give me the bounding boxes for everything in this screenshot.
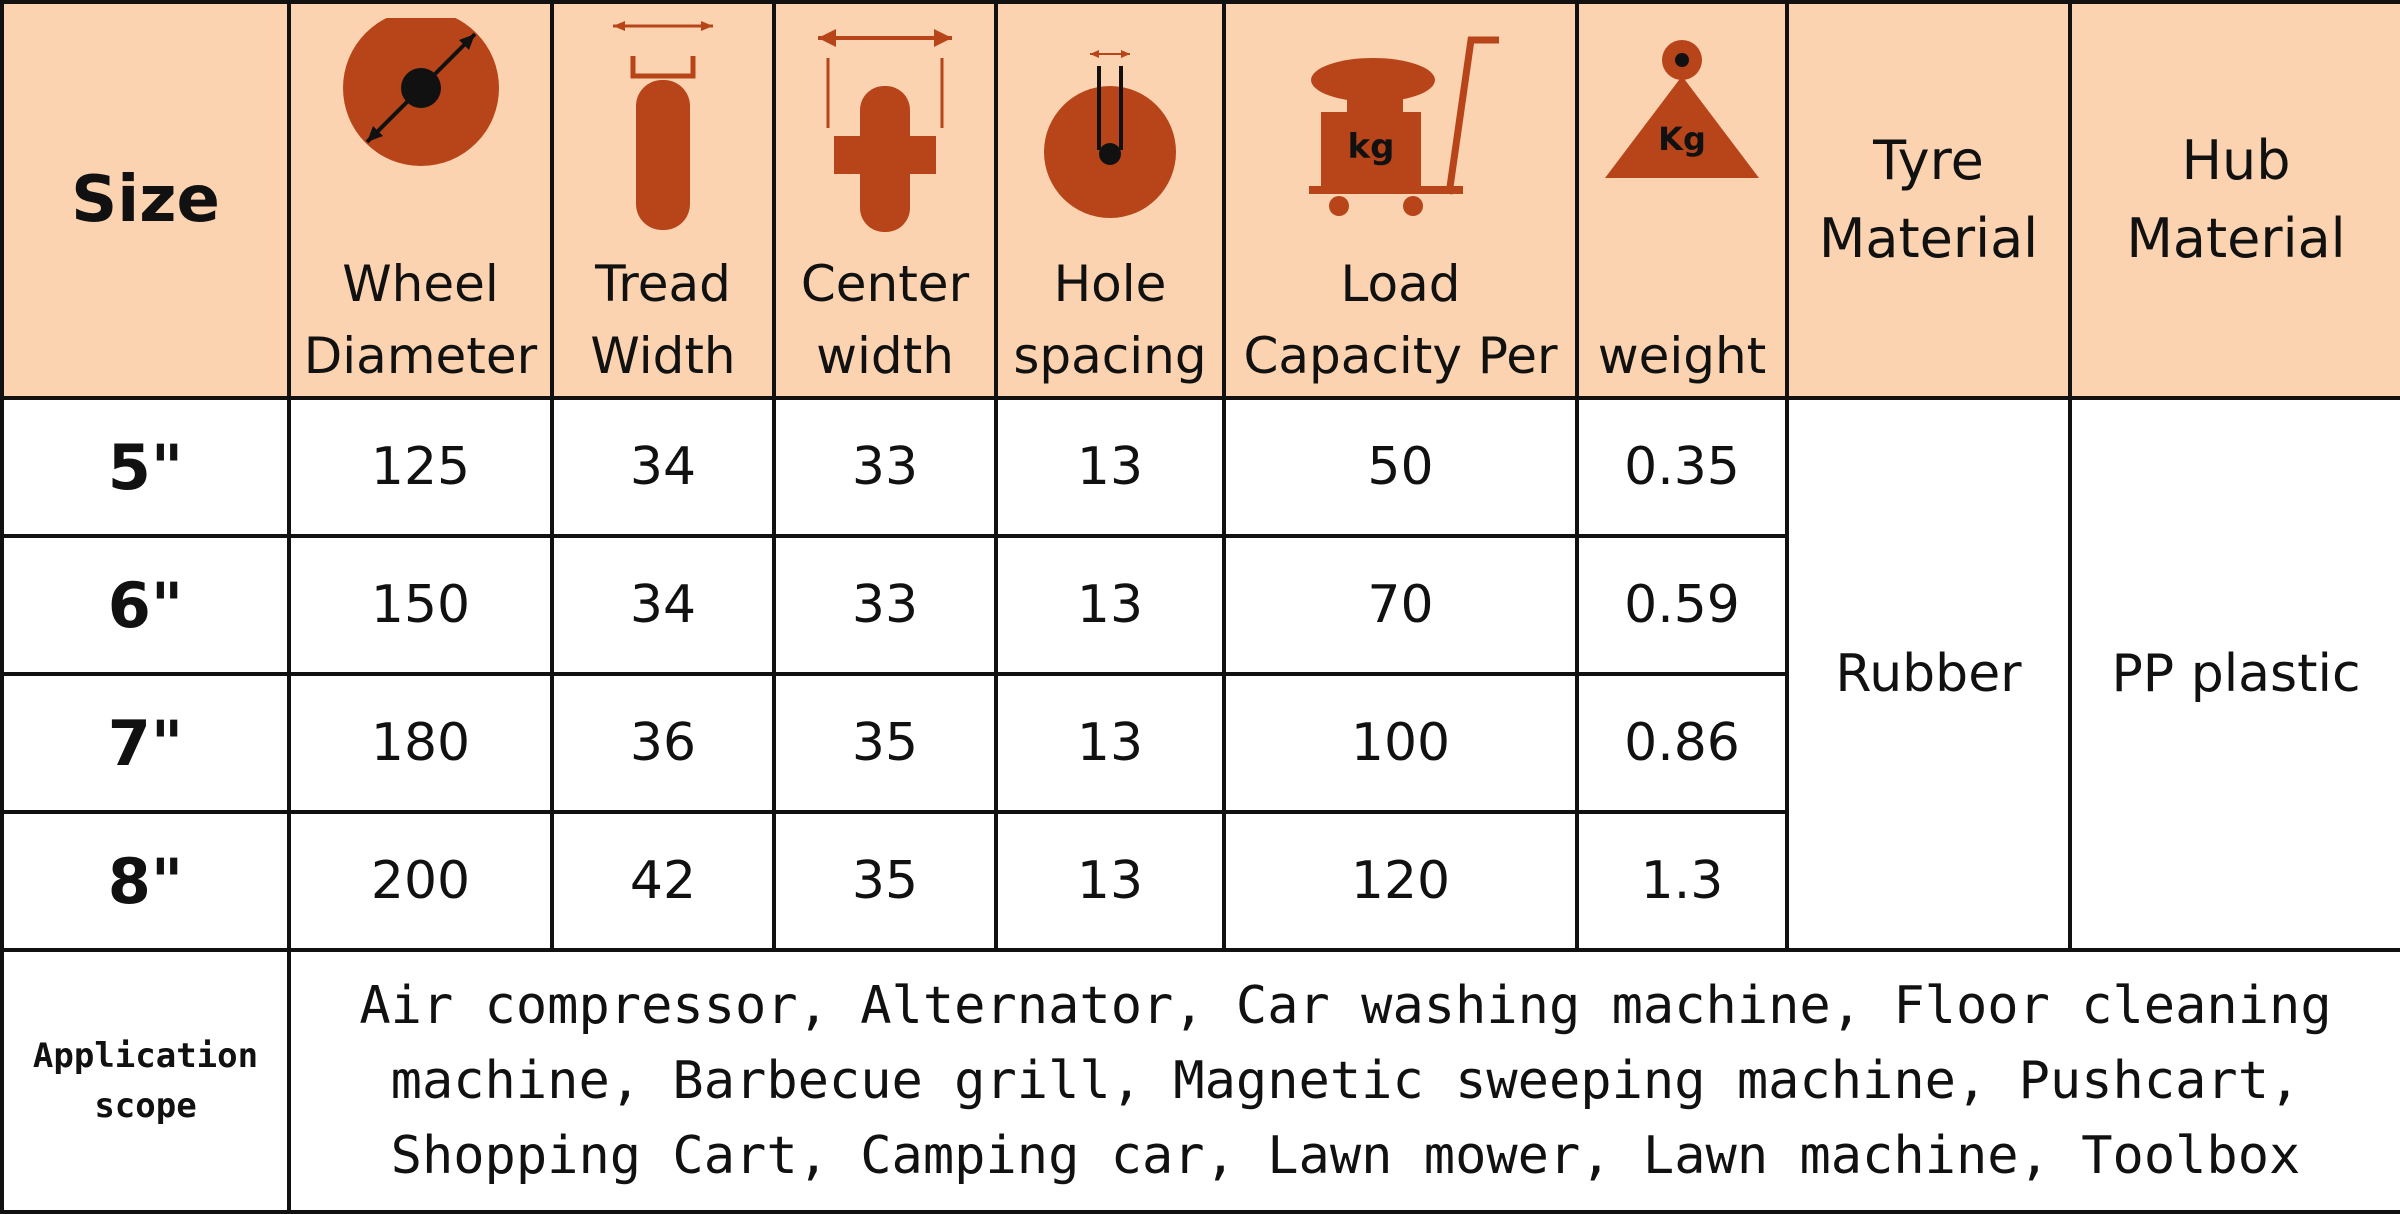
application-scope-text: Air compressor, Alternator, Car washing … <box>287 948 2400 1214</box>
hole-cell: 13 <box>994 672 1226 814</box>
tread-width-label-1: Tread <box>595 255 731 313</box>
weight-cell: 1.3 <box>1575 810 1789 952</box>
tread-width-icon <box>613 21 713 230</box>
size-header: Size <box>0 0 291 400</box>
hole-spacing-header: Hole spacing <box>994 0 1226 400</box>
hub-material-cell: PP plastic <box>2068 396 2400 952</box>
size-cell: 7" <box>0 672 291 814</box>
table-row: 7" 180 36 35 13 100 0.86 <box>0 672 2400 814</box>
cart-kg-label: kg <box>1347 127 1394 167</box>
load-cell: 50 <box>1222 396 1579 538</box>
application-row: Application scope Air compressor, Altern… <box>0 948 2400 1214</box>
center-cell: 35 <box>772 672 998 814</box>
diameter-cell: 125 <box>287 396 554 538</box>
load-cell: 100 <box>1222 672 1579 814</box>
hub-material-header: Hub Material <box>2068 0 2400 400</box>
header-row: Size Wheel Diameter <box>0 0 2400 400</box>
weight-label-2: weight <box>1597 327 1767 385</box>
center-cell: 33 <box>772 534 998 676</box>
hole-spacing-label-2: spacing <box>1013 327 1207 385</box>
diameter-cell: 150 <box>287 534 554 676</box>
load-capacity-label-2: Capacity Per <box>1243 327 1558 385</box>
hub-material-label-2: Material <box>2126 207 2346 270</box>
center-cell: 33 <box>772 396 998 538</box>
load-capacity-icon: kg <box>1308 36 1499 216</box>
center-width-label-1: Center <box>800 255 970 313</box>
center-cell: 35 <box>772 810 998 952</box>
hole-spacing-label-1: Hole <box>1053 255 1167 313</box>
application-line-2: machine, Barbecue grill, Magnetic sweepi… <box>390 1050 2301 1111</box>
tyre-material-label-1: Tyre <box>1873 129 1984 192</box>
tread-cell: 34 <box>550 396 776 538</box>
hole-cell: 13 <box>994 810 1226 952</box>
tread-cell: 42 <box>550 810 776 952</box>
weight-header: Kg weight <box>1575 0 1789 400</box>
application-line-1: Air compressor, Alternator, Car washing … <box>359 975 2332 1036</box>
hub-material-label-1: Hub <box>2181 129 2291 192</box>
center-width-label-2: width <box>816 327 954 385</box>
hole-cell: 13 <box>994 534 1226 676</box>
load-cell: 70 <box>1222 534 1579 676</box>
center-width-header: Center width <box>772 0 998 400</box>
weight-cell: 0.59 <box>1575 534 1789 676</box>
application-label-2: scope <box>94 1086 197 1126</box>
wheel-diameter-label-2: Diameter <box>303 327 538 385</box>
tyre-material-header: Tyre Material <box>1785 0 2072 400</box>
application-line-3: Shopping Cart, Camping car, Lawn mower, … <box>390 1125 2301 1186</box>
size-cell: 8" <box>0 810 291 952</box>
table-row: 6" 150 34 33 13 70 0.59 <box>0 534 2400 676</box>
wheel-diameter-label-1: Wheel <box>342 255 499 313</box>
wheel-diameter-icon <box>342 18 499 166</box>
tread-width-header: Tread Width <box>550 0 776 400</box>
load-capacity-label-1: Load <box>1340 255 1461 313</box>
tyre-material-label-2: Material <box>1818 207 2039 270</box>
tread-width-label-2: Width <box>590 327 736 385</box>
load-cell: 120 <box>1222 810 1579 952</box>
tread-cell: 34 <box>550 534 776 676</box>
application-scope-label: Application scope <box>0 948 291 1214</box>
size-cell: 6" <box>0 534 291 676</box>
diameter-cell: 200 <box>287 810 554 952</box>
weight-kg-label: Kg <box>1658 120 1706 158</box>
table-row: 5" 125 34 33 13 50 0.35 Rubber PP plasti… <box>0 396 2400 952</box>
weight-cell: 0.86 <box>1575 672 1789 814</box>
center-width-icon <box>818 29 952 232</box>
diameter-cell: 180 <box>287 672 554 814</box>
wheel-diameter-header: Wheel Diameter <box>287 0 554 400</box>
size-cell: 5" <box>0 396 291 538</box>
hole-cell: 13 <box>994 396 1226 538</box>
weight-cell: 0.35 <box>1575 396 1789 538</box>
load-capacity-header: kg Load Capacity Per <box>1222 0 1579 400</box>
hole-spacing-icon <box>1044 50 1176 218</box>
weight-icon: Kg <box>1605 40 1759 178</box>
application-label-1: Application <box>32 1036 259 1076</box>
table-row: 8" 200 42 35 13 120 1.3 <box>0 810 2400 952</box>
tread-cell: 36 <box>550 672 776 814</box>
tyre-material-cell: Rubber <box>1785 396 2072 952</box>
